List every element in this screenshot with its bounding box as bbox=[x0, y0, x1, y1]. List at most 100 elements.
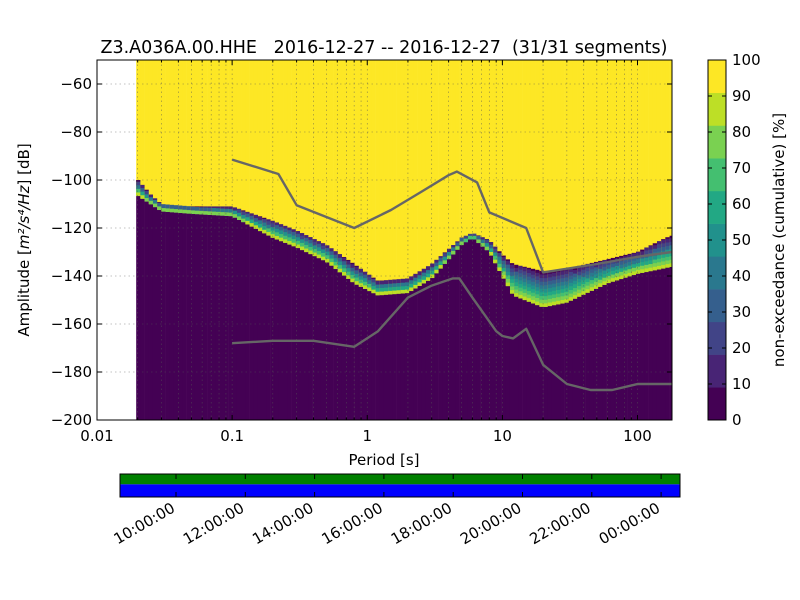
heatmap-column-low bbox=[215, 206, 221, 420]
heatmap-cell bbox=[308, 239, 313, 244]
heatmap-cell bbox=[472, 233, 477, 236]
heatmap-column-low bbox=[560, 269, 565, 420]
heatmap-cell bbox=[547, 298, 553, 303]
heatmap-cell bbox=[467, 235, 473, 240]
heatmap-cell bbox=[564, 273, 570, 278]
heatmap-column-high bbox=[476, 60, 481, 243]
heatmap-column-low bbox=[329, 248, 334, 420]
heatmap-cell bbox=[497, 267, 502, 272]
heatmap-column-low bbox=[354, 265, 360, 420]
heatmap-cell bbox=[203, 207, 208, 212]
heatmap-cell bbox=[522, 292, 528, 297]
heatmap-column-high bbox=[291, 60, 297, 247]
heatmap-cell bbox=[661, 243, 666, 248]
heatmap-column-low bbox=[194, 206, 200, 420]
heatmap-cell bbox=[367, 280, 372, 284]
heatmap-cell bbox=[333, 251, 339, 255]
heatmap-column-low bbox=[526, 267, 532, 420]
heatmap-column-low bbox=[169, 204, 175, 420]
heatmap-cell bbox=[593, 261, 599, 264]
heatmap-cell bbox=[287, 227, 292, 231]
timeline-tick-label: 22:00:00 bbox=[526, 499, 593, 548]
heatmap-cell bbox=[312, 245, 318, 249]
timeline-tick-label: 12:00:00 bbox=[180, 499, 247, 548]
heatmap-cell bbox=[614, 269, 620, 274]
colorbar-tick-label: 40 bbox=[732, 267, 751, 285]
heatmap-column-low bbox=[665, 237, 670, 420]
heatmap-cell bbox=[354, 266, 360, 271]
colorbar-tick-label: 30 bbox=[732, 303, 751, 321]
heatmap-cell bbox=[535, 272, 540, 277]
heatmap-cell bbox=[140, 191, 145, 196]
heatmap-column-high bbox=[619, 60, 624, 279]
heatmap-cell bbox=[245, 211, 250, 214]
heatmap-column-low bbox=[165, 204, 171, 420]
heatmap-cell bbox=[669, 263, 672, 267]
ppsd-heatmap bbox=[136, 60, 672, 420]
heatmap-column-high bbox=[136, 60, 141, 196]
heatmap-column-high bbox=[480, 60, 486, 247]
heatmap-column-high bbox=[396, 60, 402, 294]
timeline-tick-label: 10:00:00 bbox=[111, 499, 178, 548]
heatmap-cell bbox=[652, 266, 658, 271]
heatmap-column-high bbox=[535, 60, 540, 305]
heatmap-cell bbox=[358, 268, 364, 273]
y-axis-ticks: −60 −80 −100 −120 −140 −160 −180 −200 bbox=[51, 75, 672, 429]
heatmap-cell bbox=[606, 272, 612, 276]
heatmap-cell bbox=[518, 265, 523, 270]
heatmap-cell bbox=[241, 211, 246, 216]
heatmap-cell bbox=[627, 265, 633, 270]
heatmap-cell bbox=[648, 263, 654, 268]
heatmap-cell bbox=[316, 247, 322, 252]
heatmap-cell bbox=[367, 283, 372, 288]
heatmap-cell bbox=[606, 268, 612, 273]
heatmap-cell bbox=[652, 248, 658, 253]
y-tick-label: −60 bbox=[60, 75, 92, 93]
heatmap-cell bbox=[572, 294, 578, 299]
heatmap-cell bbox=[488, 251, 494, 256]
heatmap-column-low bbox=[308, 237, 313, 420]
heatmap-column-high bbox=[631, 60, 637, 275]
heatmap-cell bbox=[442, 252, 448, 257]
heatmap-column-high bbox=[350, 60, 355, 282]
heatmap-cell bbox=[577, 289, 582, 294]
heatmap-cell bbox=[451, 250, 456, 255]
heatmap-column-high bbox=[337, 60, 343, 273]
colorbar-tick-label: 100 bbox=[732, 51, 761, 69]
heatmap-column-low bbox=[434, 259, 439, 420]
x-tick-label: 1 bbox=[362, 427, 372, 445]
heatmap-cell bbox=[333, 257, 339, 262]
heatmap-cell bbox=[472, 235, 477, 240]
heatmap-cell bbox=[572, 269, 578, 274]
heatmap-cell bbox=[207, 206, 213, 208]
heatmap-cell bbox=[572, 284, 578, 289]
heatmap-column-low bbox=[522, 266, 528, 420]
heatmap-cell bbox=[535, 301, 540, 306]
colorbar-segment bbox=[708, 125, 726, 159]
heatmap-cell bbox=[535, 279, 540, 284]
heatmap-column-high bbox=[333, 60, 339, 269]
heatmap-cell bbox=[299, 242, 305, 247]
heatmap-column-high bbox=[392, 60, 397, 294]
heatmap-cell bbox=[560, 288, 565, 293]
heatmap-cell bbox=[619, 264, 624, 269]
heatmap-column-low bbox=[245, 211, 250, 420]
heatmap-cell bbox=[186, 209, 192, 214]
heatmap-cell bbox=[337, 264, 343, 269]
heatmap-cell bbox=[425, 266, 431, 271]
heatmap-cell bbox=[619, 267, 624, 272]
heatmap-column-high bbox=[451, 60, 456, 255]
heatmap-column-low bbox=[421, 268, 427, 420]
heatmap-cell bbox=[287, 233, 292, 238]
heatmap-column-low bbox=[295, 231, 301, 420]
heatmap-cell bbox=[619, 275, 624, 280]
heatmap-cell bbox=[535, 286, 540, 291]
heatmap-cell bbox=[572, 287, 578, 292]
heatmap-column-low bbox=[438, 256, 444, 420]
heatmap-cell bbox=[514, 267, 519, 272]
heatmap-cell bbox=[249, 222, 255, 227]
heatmap-cell bbox=[157, 202, 162, 207]
heatmap-cell bbox=[577, 292, 582, 297]
heatmap-column-high bbox=[228, 60, 234, 216]
heatmap-cell bbox=[388, 290, 393, 295]
